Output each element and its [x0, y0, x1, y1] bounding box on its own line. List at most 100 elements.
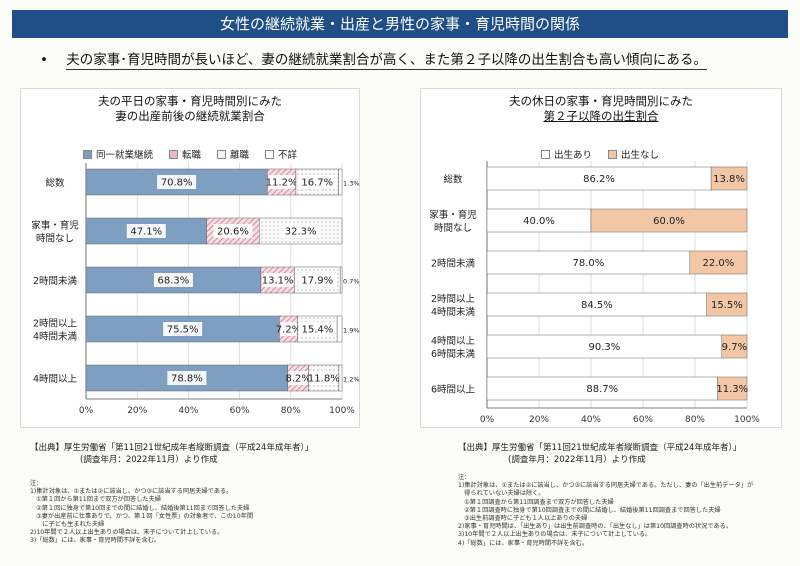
L-data-label-bg [163, 322, 203, 336]
R-data-label: 78.0% [573, 258, 605, 269]
left-chart-title: 夫の平日の家事・育児時間別にみた 妻の出産前後の継続就業割合 [21, 94, 359, 124]
left-source-line2: (調査年月：2022年11月）より作成 [80, 455, 218, 465]
left-chart-title-line2: 妻の出産前後の継続就業割合 [115, 109, 265, 123]
L-data-label-bg [298, 322, 337, 336]
left-legend-item: 離職 [217, 147, 249, 161]
right-notes: 注： 1)集計対象は、①または②に該当し、かつ③に該当する同居夫婦である。ただし、… [458, 474, 788, 548]
L-x-tick-label: 80% [281, 406, 301, 416]
left-chart-legend: 同一就業継続 転職 離職 不詳 [83, 147, 313, 161]
left-chart-card: 夫の平日の家事・育児時間別にみた 妻の出産前後の継続就業割合 同一就業継続 転職 離… [20, 88, 360, 428]
right-source-line2: (調査年月：2022年11月）より作成 [508, 455, 646, 465]
L-data-label: 16.7% [301, 178, 333, 189]
R-data-label: 60.0% [653, 216, 685, 227]
R-data-label: 9.7% [722, 342, 747, 353]
R-data-label: 86.2% [583, 174, 615, 185]
L-data-label-bg [153, 273, 193, 287]
left-legend-label: 同一就業継続 [96, 150, 154, 161]
L-bar-segment [336, 315, 343, 343]
right-chart-legend: 出生あり 出生なし [541, 147, 675, 161]
R-bar-segment [706, 292, 748, 317]
R-category-label: 2時間以上 [431, 294, 476, 305]
L-category-label: 家事・育児 [31, 220, 79, 232]
left-note-line: ③妻が出産前に仕事ありで、かつ、第１回「女性票」の対象者で、この10年間 [30, 512, 254, 520]
right-note-line: ①第１回調査から第11回調査まで双方が回答した夫婦 [458, 498, 614, 506]
left-note-line: 注： [30, 480, 43, 487]
R-category-label: 2時間未満 [431, 258, 476, 270]
R-data-label: 13.8% [713, 174, 745, 185]
L-data-label: 20.6% [217, 227, 249, 238]
L-category-label: 4時間以上 [33, 374, 78, 385]
L-data-label: 15.4% [302, 325, 334, 336]
L-category-label: 2時間以上 [33, 319, 78, 330]
right-chart-title: 夫の休日の家事・育児時間別にみた 第２子以降の出生割合 [421, 94, 781, 124]
right-legend-item: 出生あり [541, 147, 592, 161]
L-data-label: 70.8% [161, 178, 193, 189]
left-legend-label: 離職 [230, 150, 250, 161]
L-data-label: 75.5% [167, 325, 199, 336]
right-chart-title-line1: 夫の休日の家事・育児時間別にみた [509, 94, 693, 108]
L-category-label: 総数 [45, 177, 65, 189]
left-note-line: 1)集計対象は、①または②に該当し、かつ③に該当する同居夫婦である。 [30, 488, 233, 496]
right-chart-title-line2: 第２子以降の出生割合 [543, 109, 659, 123]
right-legend-label: 出生あり [554, 150, 593, 161]
left-note-line: ②第１回に独身で第10回までの間に結婚し、結婚後第11回まで回答した夫婦 [30, 504, 250, 512]
L-data-label-bg [281, 224, 321, 238]
R-x-tick-label: 0% [480, 415, 495, 425]
lead-text: 夫の家事･育児時間が長いほど、妻の継続就業割合が高く、また第２子以降の出生割合も… [66, 52, 707, 70]
L-data-label: 17.9% [301, 276, 333, 287]
L-data-label: 32.3% [285, 227, 317, 238]
L-data-label: 47.1% [130, 227, 162, 238]
left-chart-title-line1: 夫の平日の家事・育児時間別にみた [98, 94, 282, 108]
L-data-label-bg [288, 371, 308, 385]
L-data-label: 13.1% [262, 276, 294, 287]
L-bar-segment [338, 364, 343, 392]
L-data-label-bg [268, 175, 295, 189]
left-notes: 注： 1)集計対象は、①または②に該当し、かつ③に該当する同居夫婦である。 ①第１… [30, 480, 360, 546]
R-bar-segment [717, 376, 748, 401]
L-data-label-bg [167, 371, 207, 385]
L-data-label: 1.9% [343, 327, 360, 335]
L-x-tick-label: 0% [79, 406, 94, 416]
R-data-label: 15.5% [711, 300, 743, 311]
L-category-label: 時間なし [36, 234, 74, 245]
R-x-tick-label: 60% [633, 415, 653, 425]
L-data-label: 7.2% [276, 325, 301, 336]
L-data-label: 78.8% [171, 374, 203, 385]
right-source: 【出典】厚生労働省「第11回21世紀成年者縦断調査（平成24年成年者）」 (調査… [458, 442, 741, 466]
L-data-label: 0.7% [343, 278, 360, 286]
R-category-label: 総数 [443, 174, 463, 186]
left-note-line: に子ども生まれた夫婦 [30, 521, 105, 529]
R-category-label: 家事・育児 [429, 209, 477, 221]
left-legend-label: 転職 [182, 150, 202, 161]
left-legend-item: 同一就業継続 [83, 147, 153, 161]
L-data-label-bg [126, 224, 166, 238]
R-data-label: 90.3% [588, 342, 620, 353]
L-x-tick-label: 60% [230, 406, 250, 416]
lead-statement: • 夫の家事･育児時間が長いほど、妻の継続就業割合が高く、また第２子以降の出生割… [40, 48, 707, 70]
L-x-tick-label: 20% [127, 406, 147, 416]
L-data-label-bg [297, 273, 337, 287]
right-note-line: 4)「総数」には、家事・育児時間不詳を含む。 [458, 539, 589, 547]
page-title-banner: 女性の継続就業・出産と男性の家事・育児時間の関係 [12, 10, 788, 38]
page-title: 女性の継続就業・出産と男性の家事・育児時間の関係 [219, 15, 580, 33]
left-legend-swatch [169, 149, 179, 159]
L-data-label-bg [309, 371, 338, 385]
L-data-label: 11.2% [266, 178, 298, 189]
R-category-label: 4時間以上 [431, 336, 476, 347]
L-x-tick-label: 40% [178, 406, 198, 416]
right-note-line: ③出生前調査時に子ども１人以上ありの夫婦 [458, 515, 588, 523]
R-category-label: 4時間未満 [431, 306, 476, 318]
L-data-label: 1.2% [343, 376, 360, 384]
R-bar-segment [689, 250, 748, 275]
L-bar-segment [339, 266, 343, 294]
left-source: 【出典】厚生労働省「第11回21世紀成年者縦断調査（平成24年成年者）」 (調査… [30, 442, 313, 466]
left-legend-item: 不詳 [265, 147, 297, 161]
right-note-line: 3)10年間で２人以上出生ありの場合は、末子について計上している。 [458, 531, 652, 539]
L-category-label: 4時間未満 [33, 331, 78, 343]
L-bar-segment [338, 168, 343, 196]
left-note-line: ①第１回から第11回まで双方が回答した夫婦 [30, 496, 161, 504]
left-legend-swatch [265, 149, 275, 159]
bullet-mark: • [40, 52, 48, 68]
right-legend-swatch [541, 149, 550, 159]
